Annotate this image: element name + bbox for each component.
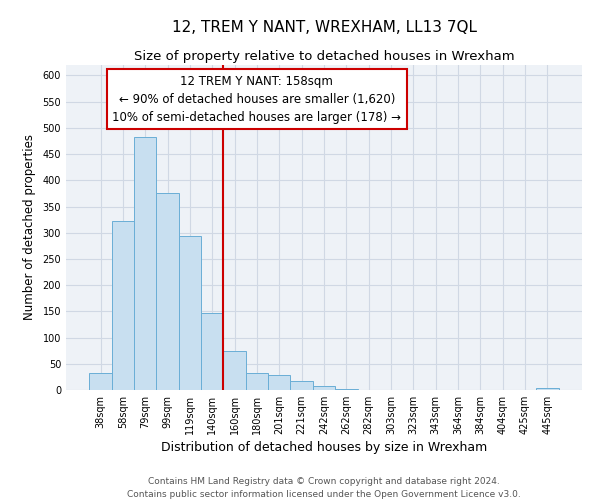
- Bar: [223, 350, 246, 390]
- Text: Contains HM Land Registry data © Crown copyright and database right 2024.: Contains HM Land Registry data © Crown c…: [148, 478, 500, 486]
- Bar: [201, 314, 223, 390]
- Text: 12 TREM Y NANT: 158sqm
← 90% of detached houses are smaller (1,620)
10% of semi-: 12 TREM Y NANT: 158sqm ← 90% of detached…: [112, 74, 401, 124]
- Bar: [246, 373, 268, 390]
- Bar: [112, 220, 134, 390]
- Text: Size of property relative to detached houses in Wrexham: Size of property relative to detached ho…: [134, 50, 514, 63]
- Y-axis label: Number of detached properties: Number of detached properties: [23, 134, 35, 320]
- Bar: [536, 388, 559, 390]
- Bar: [179, 236, 201, 390]
- Bar: [134, 137, 157, 390]
- Bar: [157, 194, 179, 390]
- Bar: [268, 375, 290, 390]
- Bar: [290, 381, 313, 390]
- X-axis label: Distribution of detached houses by size in Wrexham: Distribution of detached houses by size …: [161, 441, 487, 454]
- Bar: [89, 373, 112, 390]
- Bar: [313, 386, 335, 390]
- Text: 12, TREM Y NANT, WREXHAM, LL13 7QL: 12, TREM Y NANT, WREXHAM, LL13 7QL: [172, 20, 476, 35]
- Text: Contains public sector information licensed under the Open Government Licence v3: Contains public sector information licen…: [127, 490, 521, 499]
